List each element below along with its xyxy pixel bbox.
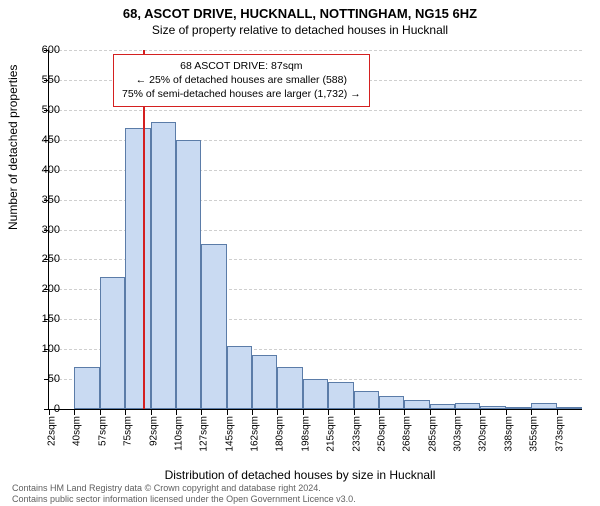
histogram-bar xyxy=(125,128,150,409)
page-subtitle: Size of property relative to detached ho… xyxy=(0,23,600,37)
x-tick-label: 373sqm xyxy=(554,416,565,452)
x-tick-label: 75sqm xyxy=(123,416,134,446)
x-tick-mark xyxy=(151,410,152,415)
histogram-bar xyxy=(480,406,505,409)
gridline xyxy=(49,110,582,111)
x-tick-mark xyxy=(480,410,481,415)
footer-attribution: Contains HM Land Registry data © Crown c… xyxy=(12,483,588,504)
chart-area: 22sqm40sqm57sqm75sqm92sqm110sqm127sqm145… xyxy=(48,50,582,438)
x-tick-label: 22sqm xyxy=(47,416,58,446)
x-tick-label: 92sqm xyxy=(148,416,159,446)
x-tick-label: 303sqm xyxy=(453,416,464,452)
annotation-box: 68 ASCOT DRIVE: 87sqm← 25% of detached h… xyxy=(113,54,370,107)
y-tick-label: 100 xyxy=(26,343,60,355)
x-tick-mark xyxy=(277,410,278,415)
histogram-bar xyxy=(201,244,226,409)
x-tick-label: 338sqm xyxy=(503,416,514,452)
histogram-bar xyxy=(252,355,277,409)
histogram-bar xyxy=(531,403,556,409)
x-tick-mark xyxy=(379,410,380,415)
x-tick-mark xyxy=(430,410,431,415)
annotation-line: 75% of semi-detached houses are larger (… xyxy=(122,87,361,101)
x-tick-mark xyxy=(557,410,558,415)
x-tick-mark xyxy=(455,410,456,415)
x-tick-mark xyxy=(74,410,75,415)
y-tick-label: 300 xyxy=(26,224,60,236)
gridline xyxy=(49,50,582,51)
y-tick-label: 150 xyxy=(26,313,60,325)
x-tick-mark xyxy=(506,410,507,415)
x-tick-label: 233sqm xyxy=(351,416,362,452)
x-tick-mark xyxy=(404,410,405,415)
annotation-line: ← 25% of detached houses are smaller (58… xyxy=(122,73,361,87)
x-tick-label: 127sqm xyxy=(199,416,210,452)
x-tick-label: 198sqm xyxy=(300,416,311,452)
x-tick-mark xyxy=(125,410,126,415)
histogram-bar xyxy=(557,407,582,409)
histogram-bar xyxy=(227,346,252,409)
x-tick-label: 268sqm xyxy=(402,416,413,452)
y-tick-label: 450 xyxy=(26,134,60,146)
x-tick-mark xyxy=(531,410,532,415)
x-tick-label: 215sqm xyxy=(326,416,337,452)
plot-area: 22sqm40sqm57sqm75sqm92sqm110sqm127sqm145… xyxy=(48,50,582,410)
x-tick-label: 355sqm xyxy=(529,416,540,452)
histogram-bar xyxy=(74,367,99,409)
histogram-bar xyxy=(506,407,531,409)
y-tick-label: 500 xyxy=(26,104,60,116)
histogram-bar xyxy=(151,122,176,409)
x-tick-label: 250sqm xyxy=(376,416,387,452)
x-axis-label: Distribution of detached houses by size … xyxy=(0,468,600,482)
histogram-bar xyxy=(404,400,429,409)
x-tick-mark xyxy=(354,410,355,415)
histogram-bar xyxy=(430,404,455,409)
x-tick-mark xyxy=(252,410,253,415)
histogram-bar xyxy=(354,391,379,409)
x-tick-label: 320sqm xyxy=(478,416,489,452)
x-tick-mark xyxy=(100,410,101,415)
y-tick-label: 200 xyxy=(26,283,60,295)
x-tick-mark xyxy=(227,410,228,415)
x-tick-label: 57sqm xyxy=(97,416,108,446)
y-tick-label: 350 xyxy=(26,194,60,206)
y-tick-label: 400 xyxy=(26,164,60,176)
histogram-bar xyxy=(328,382,353,409)
y-axis-label: Number of detached properties xyxy=(6,65,20,230)
histogram-bar xyxy=(455,403,480,409)
x-tick-label: 40sqm xyxy=(72,416,83,446)
histogram-bar xyxy=(100,277,125,409)
x-tick-label: 285sqm xyxy=(427,416,438,452)
x-tick-label: 145sqm xyxy=(224,416,235,452)
page-title: 68, ASCOT DRIVE, HUCKNALL, NOTTINGHAM, N… xyxy=(0,6,600,21)
histogram-bar xyxy=(303,379,328,409)
y-tick-label: 600 xyxy=(26,44,60,56)
x-tick-mark xyxy=(303,410,304,415)
histogram-bar xyxy=(379,396,404,409)
x-tick-label: 162sqm xyxy=(250,416,261,452)
y-tick-label: 550 xyxy=(26,74,60,86)
x-tick-mark xyxy=(201,410,202,415)
annotation-line: 68 ASCOT DRIVE: 87sqm xyxy=(122,59,361,73)
x-tick-label: 180sqm xyxy=(275,416,286,452)
x-tick-label: 110sqm xyxy=(173,416,184,451)
histogram-bar xyxy=(277,367,302,409)
x-tick-mark xyxy=(328,410,329,415)
y-tick-label: 50 xyxy=(26,373,60,385)
x-tick-mark xyxy=(176,410,177,415)
y-tick-label: 250 xyxy=(26,253,60,265)
y-tick-label: 0 xyxy=(26,403,60,415)
histogram-bar xyxy=(176,140,201,409)
footer-line-2: Contains public sector information licen… xyxy=(12,494,588,504)
footer-line-1: Contains HM Land Registry data © Crown c… xyxy=(12,483,588,493)
